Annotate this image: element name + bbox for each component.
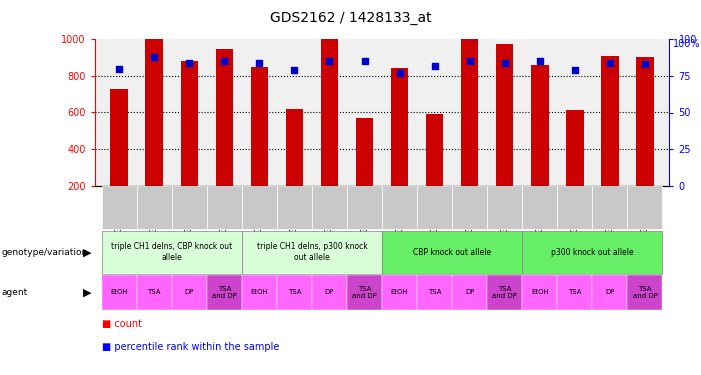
Text: TSA
and DP: TSA and DP bbox=[352, 286, 377, 299]
Point bbox=[604, 60, 615, 66]
Text: 100%: 100% bbox=[673, 39, 700, 50]
Point bbox=[464, 58, 475, 64]
Bar bbox=[531, 65, 548, 186]
Bar bbox=[320, 28, 338, 186]
Bar bbox=[286, 109, 303, 186]
Bar bbox=[146, 17, 163, 186]
Text: agent: agent bbox=[1, 288, 27, 297]
Point bbox=[219, 58, 230, 64]
Text: TSA: TSA bbox=[428, 290, 442, 296]
Text: TSA
and DP: TSA and DP bbox=[632, 286, 658, 299]
Text: EtOH: EtOH bbox=[110, 290, 128, 296]
Text: TSA: TSA bbox=[147, 290, 161, 296]
Bar bbox=[111, 89, 128, 186]
Point bbox=[184, 60, 195, 66]
Text: TSA
and DP: TSA and DP bbox=[492, 286, 517, 299]
Bar bbox=[426, 114, 444, 186]
Text: genotype/variation: genotype/variation bbox=[1, 248, 88, 256]
Text: DP: DP bbox=[605, 290, 615, 296]
Point bbox=[534, 58, 545, 64]
Bar bbox=[391, 68, 408, 186]
Point bbox=[149, 54, 160, 60]
Text: triple CH1 delns, p300 knock
out allele: triple CH1 delns, p300 knock out allele bbox=[257, 243, 367, 262]
Text: ■ percentile rank within the sample: ■ percentile rank within the sample bbox=[102, 342, 279, 352]
Point bbox=[289, 67, 300, 73]
Text: DP: DP bbox=[465, 290, 475, 296]
Bar bbox=[601, 56, 618, 186]
Bar bbox=[216, 48, 233, 186]
Point bbox=[324, 58, 335, 64]
Point bbox=[569, 67, 580, 73]
Point bbox=[254, 60, 265, 66]
Point bbox=[114, 66, 125, 72]
Point bbox=[394, 70, 405, 76]
Bar bbox=[566, 110, 583, 186]
Bar bbox=[251, 67, 268, 186]
Bar bbox=[636, 57, 653, 186]
Bar bbox=[461, 38, 478, 186]
Text: EtOH: EtOH bbox=[390, 290, 409, 296]
Point bbox=[429, 63, 440, 69]
Text: TSA
and DP: TSA and DP bbox=[212, 286, 237, 299]
Text: EtOH: EtOH bbox=[531, 290, 549, 296]
Text: triple CH1 delns, CBP knock out
allele: triple CH1 delns, CBP knock out allele bbox=[111, 243, 232, 262]
Text: DP: DP bbox=[184, 290, 194, 296]
Text: TSA: TSA bbox=[568, 290, 582, 296]
Text: ▶: ▶ bbox=[83, 287, 91, 297]
Bar bbox=[181, 61, 198, 186]
Text: p300 knock out allele: p300 knock out allele bbox=[551, 248, 634, 256]
Point bbox=[639, 61, 651, 67]
Text: TSA: TSA bbox=[287, 290, 301, 296]
Text: ▶: ▶ bbox=[83, 247, 91, 257]
Text: ■ count: ■ count bbox=[102, 320, 142, 330]
Text: CBP knock out allele: CBP knock out allele bbox=[413, 248, 491, 256]
Text: EtOH: EtOH bbox=[250, 290, 268, 296]
Bar bbox=[496, 44, 513, 186]
Point bbox=[359, 58, 370, 64]
Bar bbox=[355, 118, 373, 186]
Point bbox=[499, 60, 510, 66]
Text: GDS2162 / 1428133_at: GDS2162 / 1428133_at bbox=[270, 11, 431, 25]
Text: DP: DP bbox=[325, 290, 334, 296]
